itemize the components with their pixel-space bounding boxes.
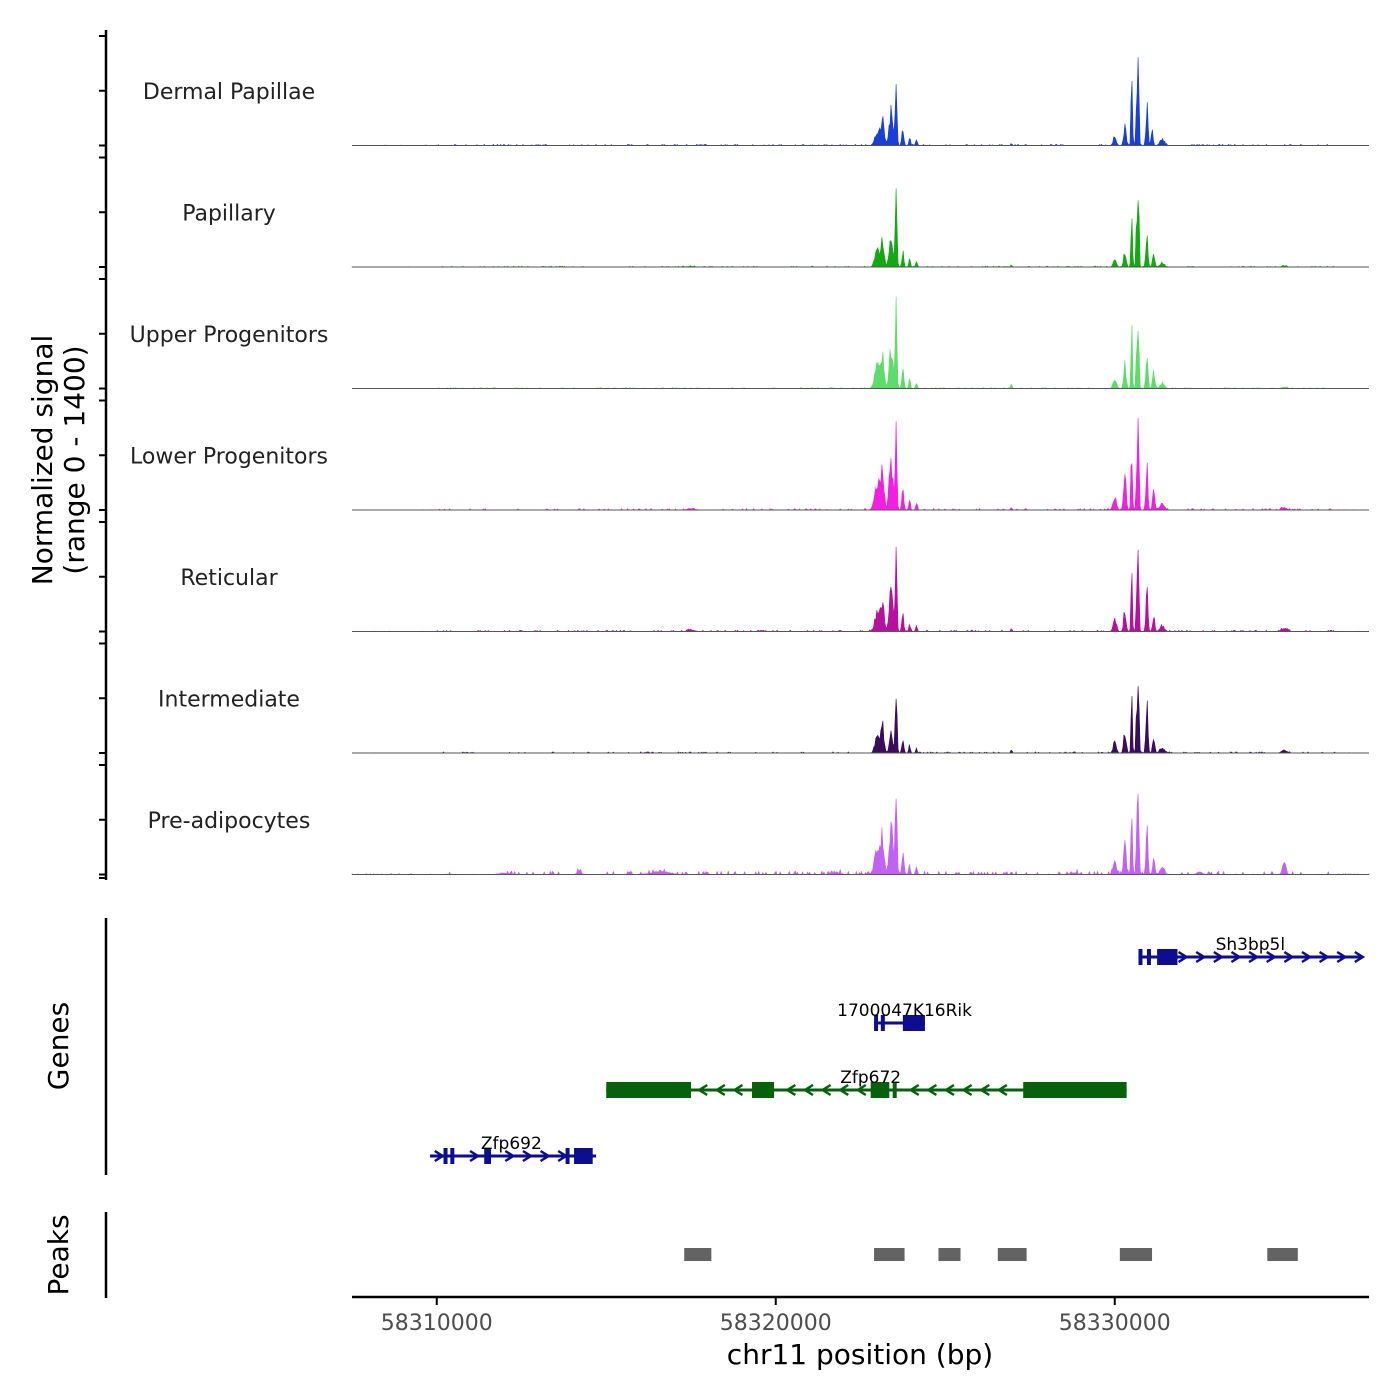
- coverage-signal-area: [352, 546, 1369, 633]
- peak-region: [1119, 1248, 1153, 1261]
- coverage-signal-area: [352, 686, 1370, 754]
- gene-model: Zfp672: [606, 1068, 1127, 1098]
- strand-chevron: [837, 1083, 849, 1097]
- coverage-tracks: Dermal Papillae Papillary Upper Progenitor…: [130, 57, 1370, 876]
- strand-chevron: [908, 1083, 920, 1097]
- strand-chevron: [961, 1083, 973, 1097]
- coverage-y-title-line1: Normalized signal: [26, 335, 59, 586]
- gene-label: 1700047K16Rik: [837, 1001, 972, 1021]
- x-axis-title: chr11 position (bp): [727, 1338, 993, 1371]
- strand-chevron: [996, 1083, 1008, 1097]
- coverage-y-title-line2: (range 0 - 1400): [58, 345, 91, 574]
- strand-chevron: [1301, 950, 1313, 964]
- gene-exon: [565, 1148, 570, 1164]
- coverage-track: Upper Progenitors: [130, 296, 1369, 390]
- gene-label: Sh3bp5l: [1216, 935, 1286, 955]
- x-tick-label: 58310000: [381, 1311, 493, 1336]
- gene-exon: [574, 1148, 593, 1164]
- coverage-track: Intermediate: [158, 686, 1370, 754]
- coverage-track-label: Reticular: [180, 566, 278, 591]
- gene-exon: [1138, 949, 1143, 965]
- gene-model: 1700047K16Rik: [837, 1001, 972, 1031]
- x-tick-label: 58320000: [720, 1311, 832, 1336]
- gene-exon: [902, 1015, 925, 1031]
- strand-chevron: [1283, 950, 1295, 964]
- coverage-signal-area: [352, 296, 1369, 390]
- strand-chevron: [469, 1149, 481, 1163]
- coverage-track: Dermal Papillae: [143, 57, 1369, 147]
- gene-exon: [1146, 949, 1151, 965]
- gene-exon: [484, 1148, 491, 1164]
- coverage-track-label: Intermediate: [158, 687, 300, 712]
- gene-exon: [450, 1148, 455, 1164]
- coverage-y-ticks: [99, 35, 106, 879]
- coverage-track-label: Lower Progenitors: [130, 444, 328, 469]
- coverage-signal-area: [352, 57, 1369, 147]
- strand-chevron: [1266, 950, 1278, 964]
- strand-chevron: [1318, 950, 1330, 964]
- gene-exon: [874, 1015, 879, 1031]
- coverage-panel: Normalized signal (range 0 - 1400) Derma…: [26, 30, 1370, 880]
- strand-chevron: [802, 1083, 814, 1097]
- x-axis: 58310000 58320000 58330000 chr11 position …: [352, 1295, 1369, 1371]
- strand-chevron: [1336, 950, 1348, 964]
- strand-chevron: [820, 1083, 832, 1097]
- coverage-signal-area: [351, 188, 1369, 268]
- strand-chevron: [1354, 950, 1366, 964]
- peak-region: [684, 1248, 712, 1261]
- coverage-signal-area: [352, 417, 1369, 511]
- gene-label: Zfp672: [840, 1068, 901, 1088]
- peak-region: [938, 1248, 961, 1261]
- gene-label: Zfp692: [481, 1134, 542, 1154]
- peak-regions: [684, 1248, 1298, 1261]
- strand-chevron: [1177, 950, 1189, 964]
- gene-exon: [892, 1082, 897, 1098]
- coverage-track: Papillary: [182, 188, 1369, 268]
- gene-exon: [606, 1082, 691, 1098]
- strand-chevron: [1213, 950, 1225, 964]
- coverage-track-label: Upper Progenitors: [130, 323, 329, 348]
- peak-region: [874, 1248, 905, 1261]
- peak-region: [997, 1248, 1027, 1261]
- gene-exon: [1023, 1082, 1127, 1098]
- coverage-track-label: Dermal Papillae: [143, 80, 315, 105]
- coverage-track-label: Papillary: [182, 201, 276, 226]
- coverage-track: Reticular: [180, 546, 1369, 633]
- gene-exon: [880, 1015, 885, 1031]
- strand-chevron: [1195, 950, 1207, 964]
- strand-chevron: [522, 1149, 534, 1163]
- coverage-track-label: Pre-adipocytes: [148, 809, 311, 834]
- peak-region: [1267, 1248, 1298, 1261]
- strand-chevron: [714, 1083, 726, 1097]
- gene-exon: [1157, 949, 1178, 965]
- strand-chevron: [855, 1083, 867, 1097]
- peaks-title: Peaks: [42, 1214, 75, 1295]
- strand-chevron: [504, 1149, 516, 1163]
- coverage-track: Pre-adipocytes: [148, 793, 1370, 876]
- strand-chevron: [434, 1149, 446, 1163]
- strand-chevron: [539, 1149, 551, 1163]
- gene-models: Sh3bp5l 1700047K16Rik Zfp672 Zfp692: [429, 935, 1366, 1164]
- coverage-track: Lower Progenitors: [130, 417, 1369, 511]
- gene-exon: [752, 1082, 775, 1098]
- strand-chevron: [943, 1083, 955, 1097]
- strand-chevron: [1248, 950, 1260, 964]
- coverage-signal-area: [351, 793, 1370, 876]
- gene-model: Zfp692: [429, 1134, 597, 1164]
- x-ticks: 58310000 58320000 58330000: [381, 1297, 1171, 1336]
- peaks-panel: Peaks: [42, 1212, 1298, 1298]
- gene-model: Sh3bp5l: [1138, 935, 1366, 965]
- genes-panel: Genes Sh3bp5l 1700047K16Rik Zfp672 Zfp692: [42, 918, 1366, 1175]
- strand-chevron: [696, 1083, 708, 1097]
- strand-chevron: [732, 1083, 744, 1097]
- gene-exon: [870, 1082, 890, 1098]
- genes-title: Genes: [42, 1002, 75, 1090]
- strand-chevron: [978, 1083, 990, 1097]
- strand-chevron: [1230, 950, 1242, 964]
- strand-chevron: [926, 1083, 938, 1097]
- gene-exon: [443, 1148, 448, 1164]
- strand-chevron: [784, 1083, 797, 1097]
- x-tick-label: 58330000: [1059, 1311, 1171, 1336]
